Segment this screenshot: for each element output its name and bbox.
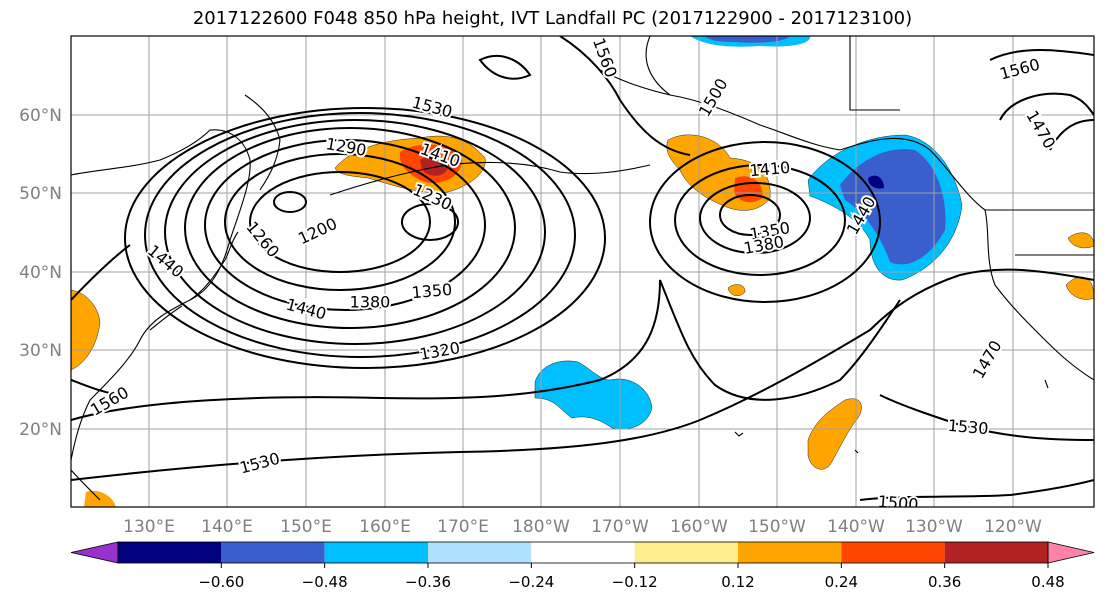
longitude-label: 160°E <box>359 517 411 537</box>
figure-title: 2017122600 F048 850 hPa height, IVT Land… <box>192 8 913 29</box>
colorbar-segment <box>841 542 945 563</box>
colorbar-segment <box>634 542 738 563</box>
latitude-label: 30°N <box>19 341 62 361</box>
colorbar-tick-label: −0.48 <box>302 573 348 591</box>
map-frame <box>70 35 1095 508</box>
contour-label: 1560 <box>998 55 1042 84</box>
map-area: 1560153014101290123012001260144015001410… <box>71 35 1094 514</box>
colorbar-tick-label: 0.36 <box>928 573 961 591</box>
contour-label: 1560 <box>589 35 621 80</box>
latitude-label: 60°N <box>19 106 62 126</box>
contour-label: 1380 <box>350 293 391 312</box>
contour-label: 1200 <box>295 214 340 248</box>
coastlines <box>71 36 1094 501</box>
latitude-label: 50°N <box>19 184 62 204</box>
longitude-label: 160°W <box>670 517 728 537</box>
colorbar-tick-label: −0.12 <box>612 573 658 591</box>
contour-label: 1530 <box>947 416 989 438</box>
colorbar-segment <box>531 542 635 563</box>
longitude-label: 140°E <box>201 517 253 537</box>
colorbar-segment <box>944 542 1048 563</box>
colorbar-tick-label: −0.60 <box>198 573 244 591</box>
latitude-label: 20°N <box>19 420 62 440</box>
height-contours <box>71 36 1094 501</box>
contour-label: 1500 <box>695 75 732 120</box>
longitude-label: 130°W <box>905 517 963 537</box>
contour-label: 1320 <box>418 338 461 364</box>
colorbar-segment <box>221 542 325 563</box>
colorbar-segment <box>324 542 428 563</box>
colorbar <box>70 541 1095 564</box>
colorbar-tick-label: −0.24 <box>508 573 554 591</box>
longitude-label: 130°E <box>123 517 175 537</box>
colorbar-segment <box>428 542 532 563</box>
colorbar-tick-label: 0.24 <box>825 573 858 591</box>
contour-label: 1260 <box>242 218 283 261</box>
colorbar-max-extend <box>1047 541 1095 564</box>
contour-label: 1470 <box>1022 107 1059 152</box>
longitude-label: 150°E <box>280 517 332 537</box>
colorbar-min-extend <box>70 541 119 564</box>
colorbar-tick-label: −0.36 <box>405 573 451 591</box>
colorbar-tick-label: 0.48 <box>1031 573 1064 591</box>
contour-label: 1500 <box>877 492 919 514</box>
contour-label: 1350 <box>411 280 453 302</box>
contour-label: 1290 <box>324 134 367 160</box>
colorbar-segment <box>738 542 842 563</box>
colorbar-tick-label: 0.12 <box>721 573 754 591</box>
contour-label: 1470 <box>969 337 1006 382</box>
longitude-label: 170°E <box>437 517 489 537</box>
longitude-label: 150°W <box>748 517 806 537</box>
longitude-label: 180°W <box>512 517 570 537</box>
longitude-label: 120°W <box>984 517 1042 537</box>
longitude-label: 170°W <box>591 517 649 537</box>
latitude-label: 40°N <box>19 263 62 283</box>
contour-label: 1410 <box>749 158 791 180</box>
contour-label: 1530 <box>238 449 282 478</box>
colorbar-segment <box>118 542 222 563</box>
graticule <box>71 36 1094 507</box>
longitude-label: 140°W <box>827 517 885 537</box>
contour-label: 1380 <box>742 232 785 258</box>
